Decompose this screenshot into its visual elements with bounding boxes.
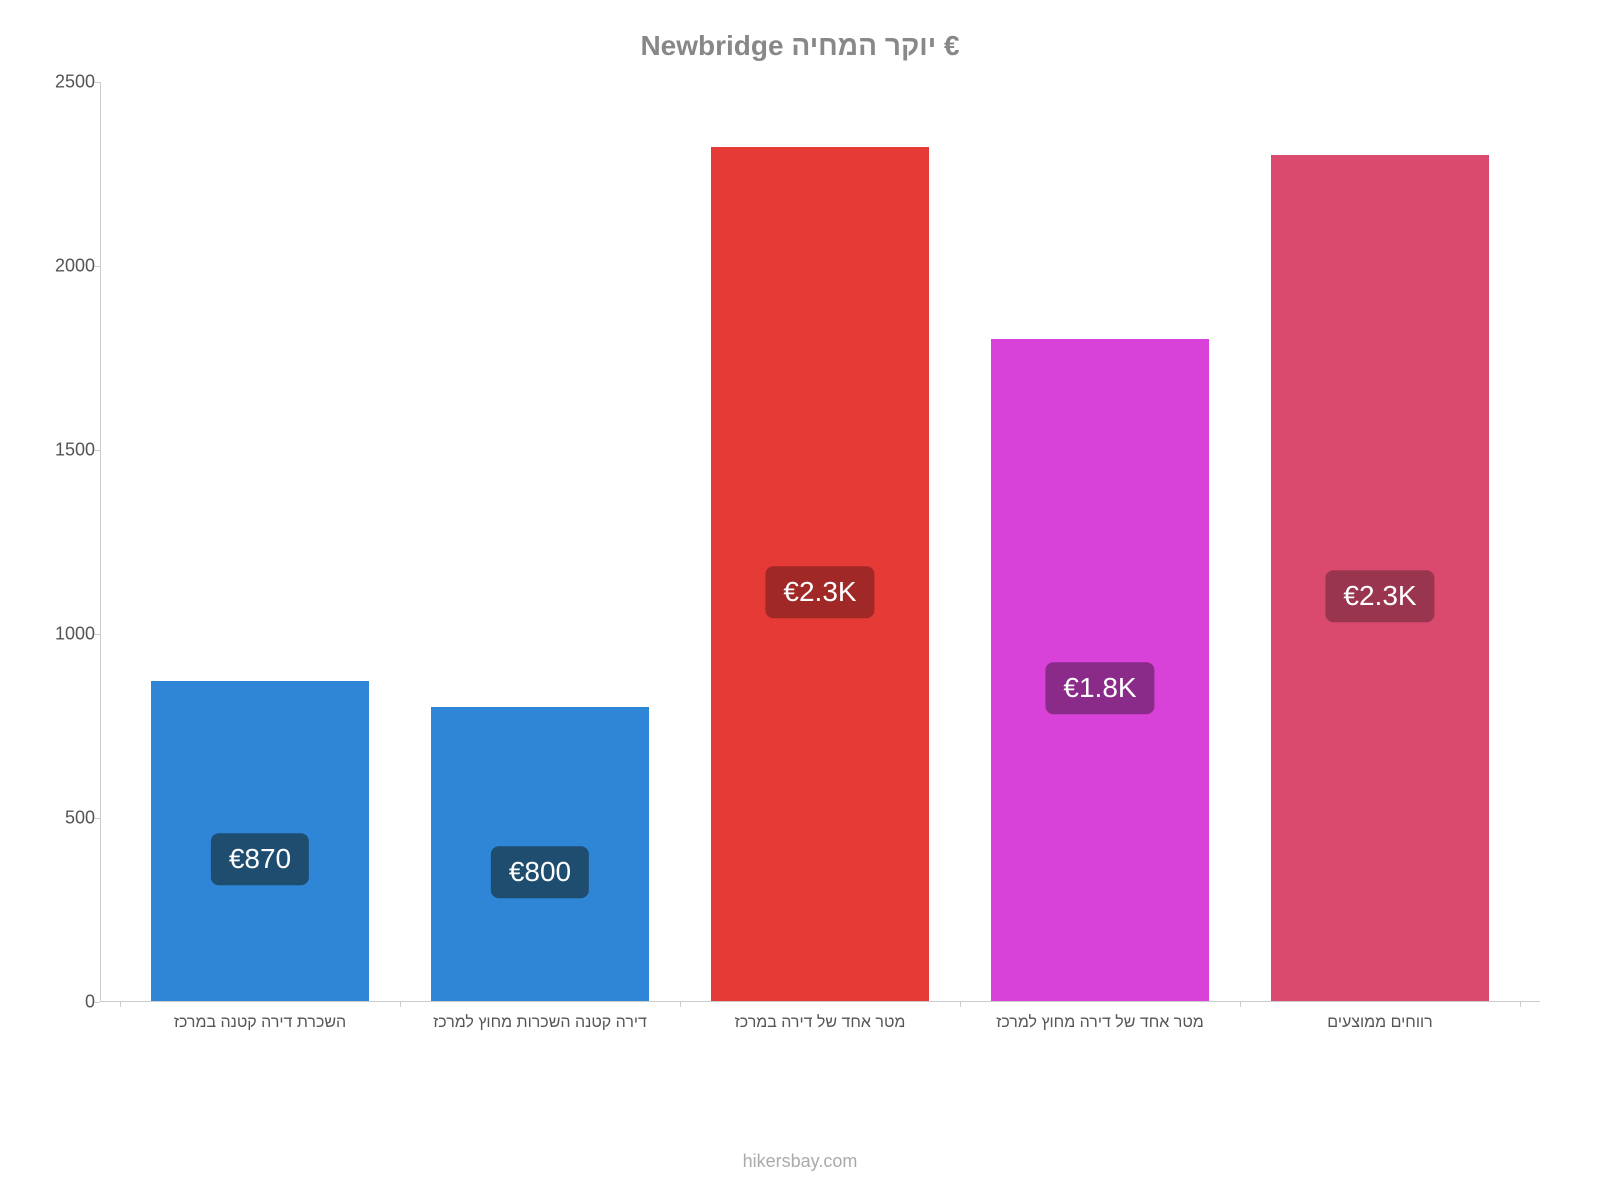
value-badge: €2.3K xyxy=(765,566,874,618)
bar: €2.3K xyxy=(1271,155,1489,1001)
x-tick-mark xyxy=(960,1001,961,1007)
x-tick-mark xyxy=(680,1001,681,1007)
y-tick-mark xyxy=(94,1002,100,1003)
y-tick-label: 500 xyxy=(40,808,95,829)
value-badge: €2.3K xyxy=(1325,570,1434,622)
bar-slot: €800 xyxy=(400,82,680,1001)
source-credit: hikersbay.com xyxy=(0,1151,1600,1172)
y-tick-label: 2500 xyxy=(40,72,95,93)
y-tick-label: 1500 xyxy=(40,440,95,461)
value-badge: €800 xyxy=(491,846,589,898)
x-axis-label: מטר אחד של דירה מחוץ למרכז xyxy=(960,1014,1240,1032)
bar: €2.3K xyxy=(711,147,929,1001)
x-axis-label: דירה קטנה השכרות מחוץ למרכז xyxy=(400,1014,680,1032)
x-axis-label: רווחים ממוצעים xyxy=(1240,1014,1520,1032)
y-tick-label: 1000 xyxy=(40,624,95,645)
cost-of-living-chart: Newbridge יוקר המחיה € 0 500 1000 1500 2000 2… xyxy=(0,0,1600,1200)
x-axis-label: מטר אחד של דירה במרכז xyxy=(680,1014,960,1032)
bar-slot: €2.3K xyxy=(1240,82,1520,1001)
x-axis-labels: השכרת דירה קטנה במרכזדירה קטנה השכרות מח… xyxy=(100,1002,1540,1032)
plot-area: 05001000150020002500 €870€800€2.3K€1.8K€… xyxy=(100,82,1540,1002)
value-badge: €1.8K xyxy=(1045,662,1154,714)
value-badge: €870 xyxy=(211,833,309,885)
bars-container: €870 €800 €2.3K €1.8K €2.3K xyxy=(100,82,1540,1001)
x-tick-mark xyxy=(1240,1001,1241,1007)
x-tick-mark xyxy=(400,1001,401,1007)
bar-slot: €870 xyxy=(120,82,400,1001)
x-tick-mark xyxy=(1520,1001,1521,1007)
bar: €800 xyxy=(431,707,649,1001)
y-tick-label: 2000 xyxy=(40,256,95,277)
chart-title: Newbridge יוקר המחיה € xyxy=(40,30,1560,62)
y-tick-label: 0 xyxy=(40,992,95,1013)
bar-slot: €2.3K xyxy=(680,82,960,1001)
bar: €1.8K xyxy=(991,339,1209,1001)
bar-slot: €1.8K xyxy=(960,82,1240,1001)
x-axis-label: השכרת דירה קטנה במרכז xyxy=(120,1014,400,1032)
x-tick-mark xyxy=(120,1001,121,1007)
bar: €870 xyxy=(151,681,369,1001)
